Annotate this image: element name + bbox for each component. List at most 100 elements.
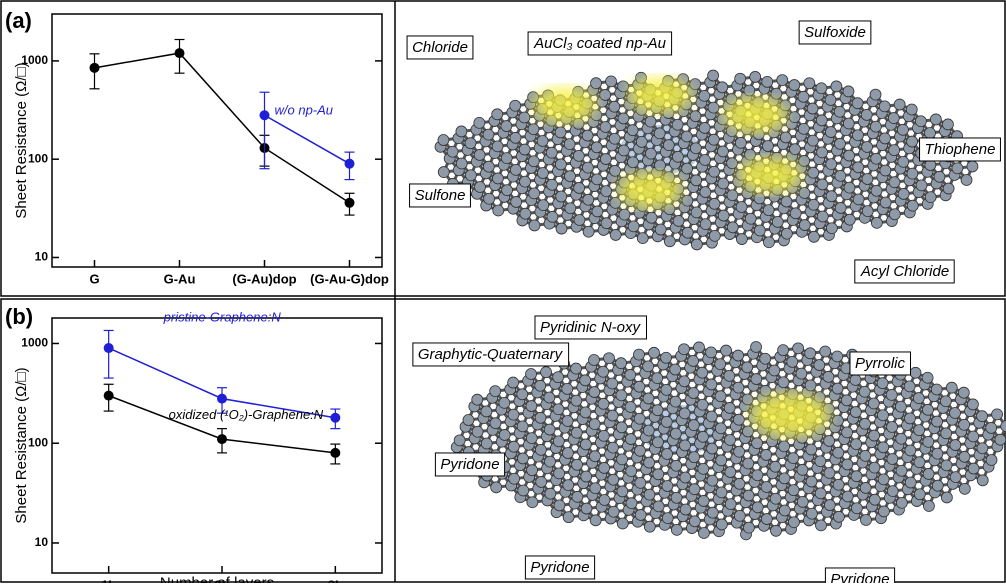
carbon-atom — [607, 442, 618, 453]
carbon-atom — [508, 409, 519, 420]
carbon-atom — [564, 139, 575, 150]
carbon-atom — [598, 430, 609, 441]
carbon-atom — [688, 355, 699, 366]
carbon-atom — [718, 178, 729, 189]
carbon-atom — [716, 455, 727, 466]
carbon-atom — [481, 438, 492, 449]
carbon-atom — [959, 483, 970, 494]
carbon-atom — [636, 136, 647, 147]
np-au — [723, 97, 787, 133]
carbon-atom — [499, 397, 510, 408]
data-point — [345, 159, 355, 169]
carbon-atom — [808, 231, 819, 242]
carbon-atom — [815, 488, 826, 499]
carbon-atom — [536, 476, 547, 487]
carbon-atom — [645, 148, 656, 159]
carbon-atom — [727, 158, 738, 169]
carbon-atom — [751, 374, 762, 385]
carbon-atom — [627, 125, 638, 136]
carbon-atom — [808, 199, 819, 210]
carbon-atom — [898, 188, 909, 199]
carbon-atom — [725, 467, 736, 478]
carbon-atom — [745, 213, 756, 224]
x-tick-label: 3L — [328, 577, 343, 583]
carbon-atom — [886, 389, 897, 400]
carbon-atom — [718, 210, 729, 221]
carbon-atom — [831, 81, 842, 92]
carbon-atom — [760, 353, 771, 364]
carbon-atom — [896, 497, 907, 508]
carbon-atom — [699, 90, 710, 101]
carbon-atom — [807, 103, 818, 114]
carbon-atom — [816, 83, 827, 94]
carbon-atom — [860, 450, 871, 461]
carbon-atom — [878, 474, 889, 485]
carbon-atom — [721, 345, 732, 356]
carbon-atom — [788, 453, 799, 464]
carbon-atom — [493, 205, 504, 216]
carbon-atom — [693, 342, 704, 353]
carbon-atom — [590, 515, 601, 526]
carbon-atom — [808, 167, 819, 178]
carbon-atom — [735, 73, 746, 84]
carbon-atom — [967, 399, 978, 410]
carbon-atom — [806, 508, 817, 519]
carbon-atom — [700, 219, 711, 230]
carbon-atom — [454, 435, 465, 446]
carbon-atom — [751, 341, 762, 352]
carbon-atom — [580, 439, 591, 450]
carbon-atom — [706, 379, 717, 390]
carbon-atom — [510, 132, 521, 143]
carbon-atom — [688, 420, 699, 431]
carbon-atom — [896, 465, 907, 476]
carbon-atom — [616, 358, 627, 369]
carbon-atom — [922, 404, 933, 415]
carbon-atom — [707, 443, 718, 454]
carbon-atom — [661, 352, 672, 363]
carbon-atom — [581, 471, 592, 482]
diagram-label: Chloride — [412, 39, 468, 56]
carbon-atom — [610, 197, 621, 208]
carbon-atom — [798, 123, 809, 134]
page: ChlorideAuCl₃ coated np-AuSulfoxideThiop… — [0, 0, 1006, 588]
carbon-atom — [664, 236, 675, 247]
carbon-atom — [562, 383, 573, 394]
carbon-atom — [716, 487, 727, 498]
carbon-atom — [527, 497, 538, 508]
carbon-atom — [472, 426, 483, 437]
carbon-atom — [789, 112, 800, 123]
carbon-atom — [950, 408, 961, 419]
carbon-atom — [509, 473, 520, 484]
carbon-atom — [817, 147, 828, 158]
panel-label: (b) — [5, 304, 33, 329]
carbon-atom — [877, 410, 888, 421]
carbon-atom — [843, 86, 854, 97]
data-point — [345, 198, 355, 208]
carbon-atom — [950, 472, 961, 483]
carbon-atom — [817, 211, 828, 222]
carbon-atom — [905, 445, 916, 456]
carbon-atom — [580, 407, 591, 418]
carbon-atom — [825, 127, 836, 138]
carbon-atom — [528, 124, 539, 135]
carbon-atom — [833, 479, 844, 490]
panel-label: (a) — [5, 8, 32, 33]
carbon-atom — [490, 418, 501, 429]
carbon-atom — [526, 401, 537, 412]
carbon-atom — [609, 101, 620, 112]
carbon-atom — [634, 413, 645, 424]
carbon-atom — [913, 393, 924, 404]
carbon-atom — [474, 149, 485, 160]
carbon-atom — [832, 351, 843, 362]
carbon-atom — [706, 411, 717, 422]
carbon-atom — [870, 89, 881, 100]
carbon-atom — [977, 443, 988, 454]
carbon-atom — [915, 116, 926, 127]
carbon-atom — [834, 106, 845, 117]
carbon-atom — [627, 157, 638, 168]
carbon-atom — [708, 70, 719, 81]
carbon-atom — [617, 454, 628, 465]
carbon-atom — [743, 522, 754, 533]
carbon-atom — [562, 415, 573, 426]
carbon-atom — [916, 180, 927, 191]
